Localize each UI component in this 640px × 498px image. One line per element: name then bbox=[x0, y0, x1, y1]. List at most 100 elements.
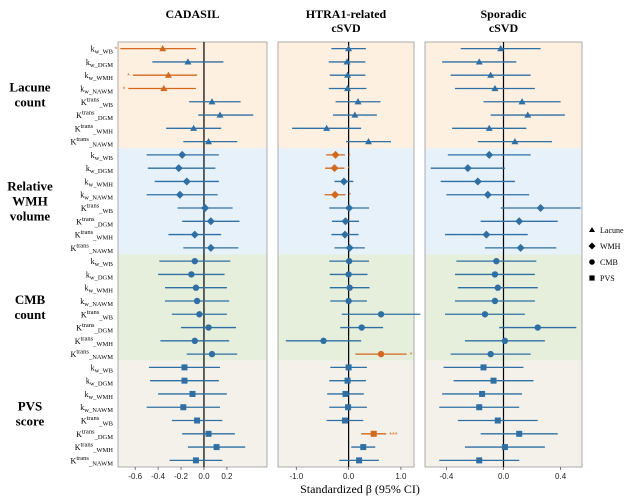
panel-title-sporadic: Sporadic cSVD bbox=[480, 7, 527, 35]
point-estimate-circle bbox=[487, 350, 494, 358]
row-label-sup: trans bbox=[76, 136, 89, 143]
row-label-main: K bbox=[71, 138, 77, 147]
point-estimate-circle bbox=[196, 311, 203, 318]
row-label-main: K bbox=[75, 443, 81, 452]
point-estimate-square bbox=[341, 417, 348, 424]
point-estimate-square bbox=[194, 417, 201, 424]
significance-star: * bbox=[348, 153, 351, 160]
row-label: kw_WB bbox=[91, 257, 114, 268]
point-estimate-diamond bbox=[340, 230, 349, 239]
row-label-sub: _WB bbox=[98, 314, 113, 321]
legend-diamond-icon bbox=[588, 242, 596, 250]
point-estimate-square bbox=[181, 364, 188, 371]
row-label-sup: trans bbox=[81, 335, 94, 342]
row-label-main: K bbox=[81, 98, 87, 107]
row-label-main: k bbox=[84, 390, 88, 399]
point-estimate-square bbox=[480, 364, 487, 371]
point-estimate-diamond bbox=[178, 150, 187, 159]
row-label: Ktrans_WMH bbox=[75, 229, 114, 242]
point-estimate-circle bbox=[493, 257, 500, 265]
point-estimate-circle bbox=[208, 350, 216, 358]
point-estimate-diamond bbox=[182, 177, 191, 186]
point-estimate-triangle bbox=[216, 111, 224, 118]
x-tick-label: 0.2 bbox=[221, 472, 233, 481]
point-estimate-diamond bbox=[485, 150, 494, 159]
point-estimate-diamond bbox=[463, 164, 472, 173]
row-label-sub: w_WMH bbox=[88, 181, 113, 188]
x-tick-label: 0.4 bbox=[555, 472, 567, 481]
row-label-sub: _NAWM bbox=[88, 142, 113, 149]
panel-title-line: cSVD bbox=[489, 21, 519, 35]
row-label: kw_NAWM bbox=[80, 403, 113, 414]
row-label-sub: w_WB bbox=[95, 49, 114, 56]
point-estimate-diamond bbox=[536, 204, 545, 213]
point-estimate-circle bbox=[320, 337, 327, 345]
group-label-line: volume bbox=[10, 208, 51, 223]
point-estimate-square bbox=[345, 364, 352, 371]
point-estimate-circle bbox=[481, 311, 489, 318]
x-tick-label: 0.0 bbox=[198, 472, 210, 481]
point-estimate-circle bbox=[494, 284, 501, 291]
row-label-main: K bbox=[81, 204, 87, 213]
row-label: kw_WMH bbox=[84, 177, 113, 188]
row-label-sub: w_DGM bbox=[90, 274, 113, 281]
panel-frame-cadasil bbox=[117, 41, 268, 468]
point-estimate-square bbox=[181, 377, 188, 384]
point-estimate-circle bbox=[193, 297, 201, 305]
row-label-main: K bbox=[71, 350, 77, 359]
point-estimate-diamond bbox=[331, 190, 340, 199]
point-estimate-triangle bbox=[345, 45, 353, 52]
point-estimate-square bbox=[490, 377, 497, 384]
row-label-main: K bbox=[76, 430, 82, 439]
point-estimate-square bbox=[344, 377, 351, 384]
x-tick-label: -0.4 bbox=[151, 472, 165, 481]
row-label-sub: w_DGM bbox=[90, 168, 113, 175]
point-estimate-triangle bbox=[160, 84, 168, 92]
row-label: Ktrans_NAWM bbox=[71, 242, 114, 255]
point-estimate-diamond bbox=[174, 164, 183, 173]
row-label-main: K bbox=[75, 124, 81, 133]
row-label-main: k bbox=[91, 151, 95, 160]
point-estimate-square bbox=[213, 444, 220, 451]
row-label: Ktrans_DGM bbox=[76, 322, 113, 335]
point-estimate-diamond bbox=[330, 164, 339, 173]
row-label: Ktrans_WMH bbox=[75, 123, 114, 136]
group-band-cadasil-3 bbox=[118, 360, 267, 467]
row-label-main: k bbox=[86, 377, 90, 386]
point-estimate-diamond bbox=[175, 190, 184, 199]
significance-star: *** bbox=[389, 432, 397, 439]
point-estimate-diamond bbox=[201, 204, 210, 213]
panel-title-line: HTRA1-related bbox=[306, 7, 387, 21]
x-tick-label: 0.0 bbox=[343, 472, 355, 481]
legend-square-icon bbox=[589, 275, 595, 281]
panel-title-cadasil: CADASIL bbox=[165, 7, 219, 21]
point-estimate-circle bbox=[377, 311, 385, 318]
group-band-htra1-3 bbox=[278, 360, 414, 467]
group-label: CMB count bbox=[14, 292, 46, 322]
point-estimate-triangle bbox=[518, 98, 526, 105]
row-label-main: k bbox=[91, 363, 95, 372]
point-estimate-circle bbox=[188, 271, 195, 278]
significance-star: * bbox=[115, 47, 118, 54]
point-estimate-triangle bbox=[190, 124, 198, 131]
point-estimate-square bbox=[342, 390, 349, 397]
panel-title-line: cSVD bbox=[331, 21, 361, 35]
row-label-sup: trans bbox=[87, 96, 100, 103]
row-label-main: k bbox=[80, 191, 84, 200]
row-label: Ktrans_WB bbox=[81, 415, 114, 428]
point-estimate-circle bbox=[491, 271, 499, 278]
row-label-sub: w_WB bbox=[95, 261, 114, 268]
point-estimate-square bbox=[180, 404, 187, 411]
row-label-main: k bbox=[86, 58, 90, 67]
row-label: Ktrans_DGM bbox=[76, 110, 113, 123]
legend-label: CMB bbox=[600, 258, 618, 267]
row-label-main: k bbox=[86, 164, 90, 173]
row-label-main: k bbox=[84, 284, 88, 293]
significance-star: * bbox=[347, 166, 350, 173]
panel-title-line: Sporadic bbox=[480, 7, 527, 21]
row-label-sub: _WB bbox=[98, 208, 113, 215]
point-estimate-diamond bbox=[206, 217, 215, 226]
x-tick-label: -0.6 bbox=[128, 472, 142, 481]
row-label: kw_DGM bbox=[86, 377, 113, 388]
